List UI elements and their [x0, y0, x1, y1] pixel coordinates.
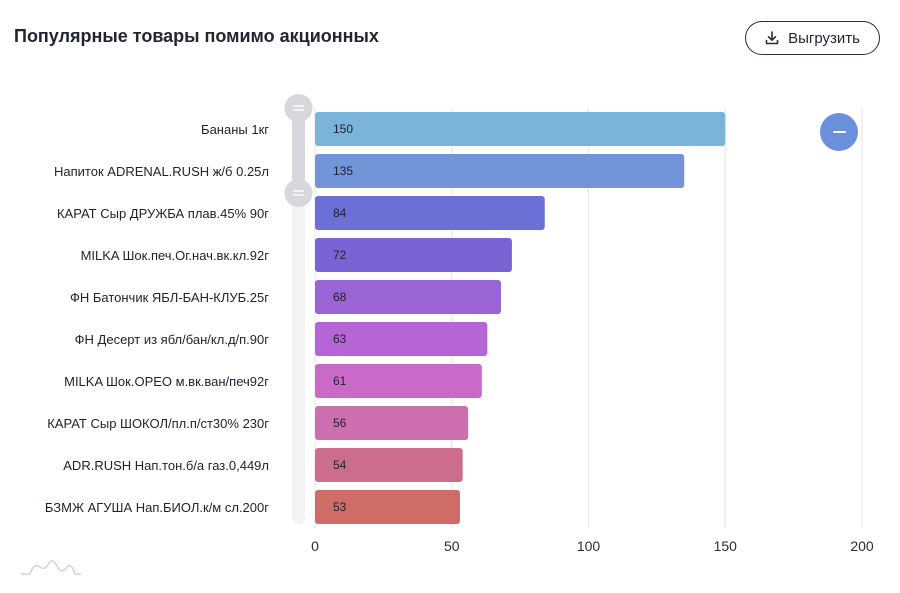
category-label: ФН Батончик ЯБЛ-БАН-КЛУБ.25г	[70, 290, 269, 305]
bar-value-label: 84	[333, 206, 347, 220]
zoom-out-button[interactable]	[820, 113, 858, 151]
bar[interactable]	[315, 196, 545, 230]
bar-value-label: 61	[333, 374, 347, 388]
category-label: ФН Десерт из ябл/бан/кл.д/п.90г	[75, 332, 270, 347]
category-label: MILKA Шок.ОРЕО м.вк.ван/печ92г	[64, 374, 269, 389]
bar-value-label: 72	[333, 248, 347, 262]
category-label: Напиток ADRENAL.RUSH ж/б 0.25л	[54, 164, 269, 179]
x-tick-label: 150	[714, 538, 738, 554]
bar[interactable]	[315, 322, 488, 356]
bar-value-label: 150	[333, 122, 353, 136]
minus-icon	[832, 131, 846, 133]
scrollbar-handle-top[interactable]	[284, 94, 313, 122]
x-axis-ticks: 0 50 100 150 200	[311, 538, 874, 554]
bar[interactable]	[315, 406, 469, 440]
download-icon	[765, 31, 779, 45]
bar[interactable]	[315, 280, 501, 314]
scrollbar-thumb[interactable]	[292, 108, 305, 193]
bar-value-label: 54	[333, 458, 347, 472]
bar-value-label: 68	[333, 290, 347, 304]
bar-value-label: 135	[333, 164, 353, 178]
scrollbar-handle-bottom[interactable]	[284, 179, 313, 207]
category-label: MILKA Шок.печ.Ог.нач.вк.кл.92г	[81, 248, 270, 263]
bar[interactable]	[315, 154, 685, 188]
zoom-scrollbar[interactable]	[284, 94, 313, 524]
bar[interactable]	[315, 238, 512, 272]
category-label: ADR.RUSH Нап.тон.б/а газ.0,449л	[63, 458, 269, 473]
bar-value-label: 53	[333, 500, 347, 514]
category-label: Бананы 1кг	[201, 122, 269, 137]
x-tick-label: 50	[444, 538, 460, 554]
bar[interactable]	[315, 112, 726, 146]
x-tick-label: 100	[577, 538, 601, 554]
x-tick-label: 0	[311, 538, 319, 554]
export-button[interactable]: Выгрузить	[745, 21, 880, 55]
export-label: Выгрузить	[788, 29, 860, 47]
category-label: БЗМЖ АГУША Нап.БИОЛ.к/м сл.200г	[45, 500, 269, 515]
logo-icon	[20, 558, 82, 581]
bar-value-label: 56	[333, 416, 347, 430]
bar[interactable]	[315, 448, 463, 482]
bar[interactable]	[315, 364, 482, 398]
bars: 150 135 84 72 68 63 61 56 54 53	[315, 112, 726, 524]
bar-value-label: 63	[333, 332, 347, 346]
category-labels: Бананы 1кг Напиток ADRENAL.RUSH ж/б 0.25л…	[45, 122, 269, 515]
chart-title: Популярные товары помимо акционных	[14, 26, 379, 46]
bar[interactable]	[315, 490, 460, 524]
scrollbar-track	[292, 112, 305, 524]
category-label: КАРАТ Сыр ДРУЖБА плав.45% 90г	[57, 206, 269, 221]
category-label: КАРАТ Сыр ШОКОЛ/пл.п/ст30% 230г	[47, 416, 269, 431]
x-tick-label: 200	[850, 538, 874, 554]
